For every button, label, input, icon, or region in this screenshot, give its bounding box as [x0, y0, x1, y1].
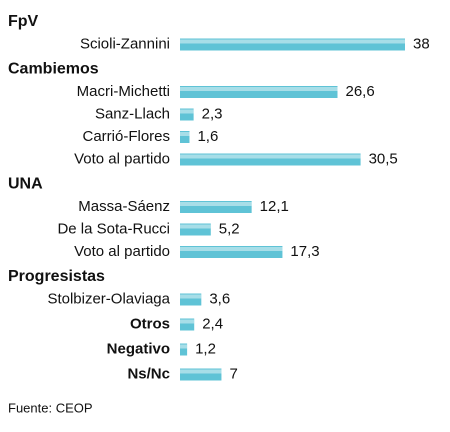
bar-highlight	[180, 224, 211, 229]
value-label: 30,5	[369, 150, 398, 167]
value-label: 2,3	[202, 105, 223, 122]
group-heading: UNA	[8, 176, 43, 193]
bar	[180, 368, 222, 381]
bar-highlight	[180, 294, 202, 299]
bar-highlight	[180, 319, 195, 324]
value-label: 5,2	[219, 220, 240, 237]
bar-highlight	[180, 109, 194, 114]
value-label: 1,2	[195, 340, 216, 357]
group-heading: Progresistas	[8, 268, 105, 285]
bar-highlight	[180, 369, 222, 374]
bar-highlight	[180, 87, 338, 91]
category-label: Carrió-Flores	[82, 128, 170, 145]
bar	[180, 293, 202, 306]
value-label: 1,6	[197, 128, 218, 145]
category-label: Voto al partido	[74, 150, 170, 167]
category-label: Scioli-Zannini	[80, 35, 170, 52]
category-label: Voto al partido	[74, 243, 170, 260]
source: Fuente: CEOP	[8, 400, 93, 415]
bar	[180, 86, 338, 98]
value-label: 17,3	[290, 243, 319, 260]
bar	[180, 153, 361, 166]
bar-highlight	[180, 344, 188, 349]
bar	[180, 246, 283, 258]
value-label: 2,4	[202, 315, 223, 332]
value-label: 3,6	[209, 290, 230, 307]
category-label: Sanz-Llach	[95, 105, 170, 122]
bar-highlight	[180, 132, 190, 136]
group-heading: Cambiemos	[8, 61, 99, 78]
category-label: De la Sota-Rucci	[57, 220, 170, 237]
bar	[180, 318, 195, 331]
category-label: Massa-Sáenz	[78, 198, 170, 215]
bar-highlight	[180, 247, 283, 251]
bar	[180, 108, 194, 121]
category-label: Otros	[130, 315, 170, 332]
value-label: 12,1	[260, 198, 289, 215]
bar	[180, 131, 190, 143]
value-label: 38	[413, 35, 430, 52]
category-label: Macri-Michetti	[77, 83, 170, 100]
bar	[180, 223, 211, 236]
bar-highlight	[180, 154, 361, 159]
bar	[180, 201, 252, 213]
category-label: Stolbizer-Olaviaga	[47, 290, 170, 307]
bar	[180, 38, 405, 51]
value-label: 26,6	[346, 83, 375, 100]
value-label: 7	[229, 365, 237, 382]
bar	[180, 343, 188, 356]
bar-highlight	[180, 202, 252, 206]
bar-highlight	[180, 39, 405, 44]
category-label: Negativo	[107, 340, 170, 357]
category-label: Ns/Nc	[127, 365, 170, 382]
group-heading: FpV	[8, 13, 39, 30]
